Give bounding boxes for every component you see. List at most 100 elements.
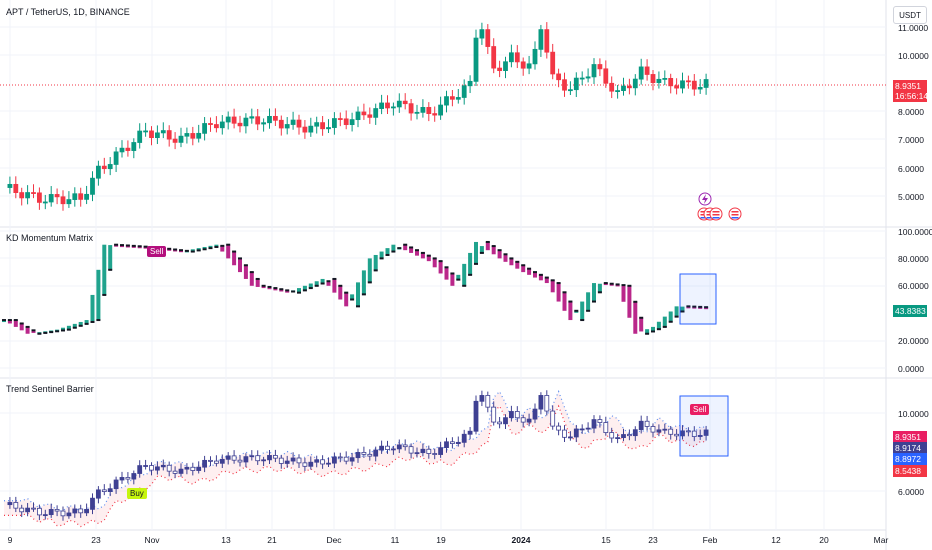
currency-button[interactable]: USDT [893, 6, 927, 24]
kd-d-mark [603, 282, 608, 285]
kd-block [338, 285, 343, 300]
tsb-candle-body [331, 456, 337, 464]
main-candles [7, 22, 709, 211]
kd-d-mark [90, 320, 95, 323]
y-tick: 6.0000 [898, 487, 924, 497]
kd-block [521, 265, 526, 273]
tsb-candle-body [414, 452, 420, 455]
candle-body [632, 78, 638, 89]
x-tick: 12 [771, 535, 781, 545]
kd-block [562, 292, 567, 311]
kd-d-mark [84, 322, 89, 325]
kd-block [645, 329, 650, 334]
tsb-candle-body [621, 434, 626, 439]
kd-d-mark [137, 245, 142, 248]
tsb-candle-body [101, 489, 107, 492]
candle-body [467, 80, 473, 87]
candle-body [556, 73, 561, 81]
y-tick: 5.0000 [898, 192, 924, 202]
kd-block [196, 248, 201, 251]
kd-d-mark [66, 328, 71, 331]
tsb-candle-body [355, 452, 361, 459]
kd-d-mark [556, 282, 561, 285]
candle-body [231, 116, 237, 124]
kd-d-mark [108, 268, 113, 271]
y-tick: 11.0000 [898, 23, 929, 33]
candle-body [113, 151, 119, 165]
kd-block [592, 283, 596, 302]
kd-block [550, 280, 555, 293]
tsb-candle-body [449, 441, 455, 444]
candle-body [278, 119, 284, 129]
tsb-candle-body [296, 457, 302, 464]
candle-body [202, 123, 208, 134]
candle-body [84, 193, 89, 200]
kd-d-mark [662, 325, 667, 328]
candle-body [644, 66, 650, 75]
candle-body [213, 124, 219, 129]
kd-d-mark [633, 300, 638, 303]
kd-block [680, 306, 685, 312]
flag-us-stripe [731, 214, 739, 216]
candle-body [538, 29, 544, 50]
x-tick: Nov [144, 535, 160, 545]
kd-block [538, 274, 543, 281]
tsb-candle-body [385, 445, 390, 450]
tsb-candle-body [131, 473, 137, 480]
kd-d-mark [438, 260, 443, 263]
tsb-candle-body [208, 459, 213, 462]
candle-body [573, 77, 579, 91]
kd-d-mark [538, 273, 543, 276]
tsb-candle-body [526, 418, 532, 423]
y-tick: 6.0000 [898, 164, 924, 174]
candle-body [455, 97, 461, 100]
tsb-candle-body [420, 448, 426, 454]
tsb-candle-body [438, 447, 444, 455]
kd-d-mark [491, 245, 496, 248]
tsb-candle-body [237, 459, 243, 463]
kd-d-mark [621, 284, 626, 287]
kd-block [25, 326, 30, 334]
kd-d-mark [19, 322, 24, 325]
tsb-candle-body [320, 459, 326, 465]
tsb-candle-body [568, 436, 573, 439]
candle-body [579, 77, 585, 80]
tsb-candle-body [461, 433, 467, 443]
candle-body [385, 102, 390, 109]
candle-body [320, 122, 326, 130]
tsb-candle-body [444, 441, 449, 449]
tsb-candle-body [60, 510, 66, 517]
kd-d-mark [37, 332, 42, 335]
kd-d-mark [639, 316, 644, 319]
candle-body [249, 116, 255, 119]
kd-d-mark [102, 293, 107, 296]
kd-d-mark [674, 315, 679, 318]
kd-d-mark [597, 291, 602, 294]
kd-block [314, 281, 319, 286]
kd-block [84, 320, 89, 324]
kd-block [450, 273, 455, 286]
tsb-candle-body [137, 465, 143, 474]
tsb-candle-body [267, 455, 272, 461]
tsb-candle-body [290, 457, 296, 462]
kd-d-mark [426, 254, 431, 257]
candle-body [107, 164, 113, 170]
tsb-candle-body [603, 422, 609, 433]
kd-d-mark [184, 249, 189, 252]
candle-body [432, 113, 438, 116]
kd-d-mark [456, 278, 461, 281]
kd-d-mark [326, 280, 331, 283]
candle-body [243, 117, 249, 127]
kd-d-mark [379, 257, 384, 260]
candle-body [13, 183, 19, 193]
tsb-candle-body [349, 457, 355, 462]
candle-body [562, 79, 567, 91]
candle-body [703, 79, 709, 88]
tsb-value-lower: 8.5438 [893, 465, 927, 477]
tsb-candle-body [184, 466, 190, 470]
tsb-candle-body [213, 460, 219, 464]
tsb-candle-body [154, 466, 160, 471]
candle-body [485, 29, 491, 47]
lightning-icon-glyph [702, 194, 708, 204]
